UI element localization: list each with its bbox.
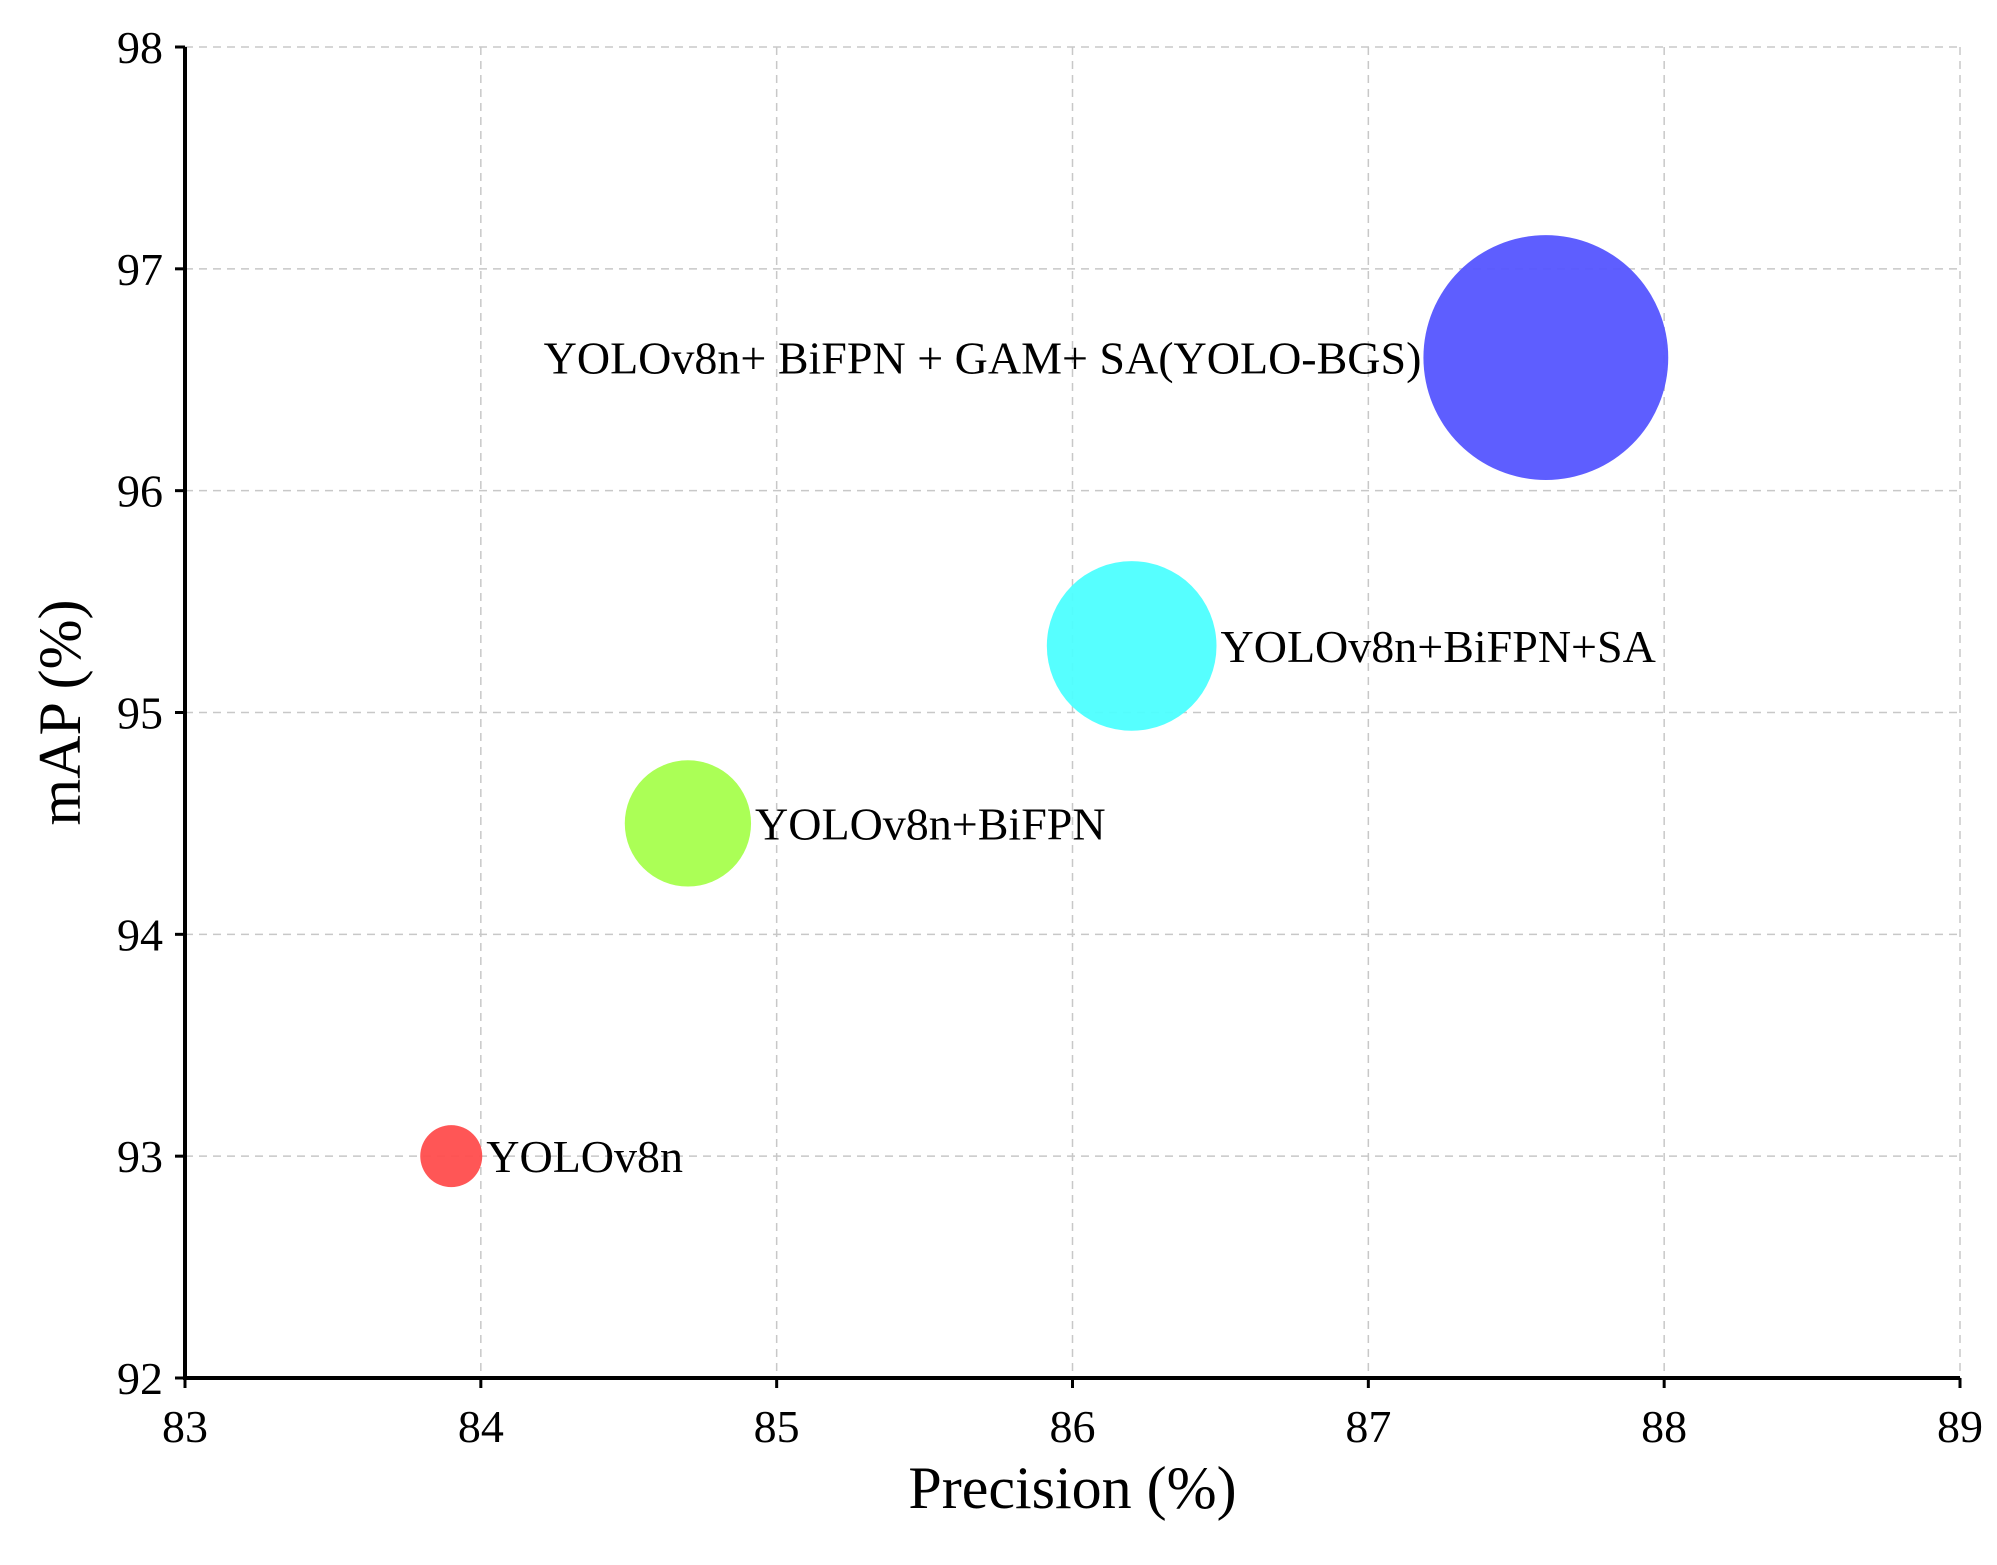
y-tick-label: 94	[117, 909, 163, 960]
x-tick-label: 87	[1345, 1401, 1391, 1452]
labels: 83 84 85 86 87 88 89 92 93 94 95 96 97 98 YOLOv8n YOLOv…	[117, 22, 1983, 1452]
y-axis-title: mAP (%)	[27, 599, 93, 825]
data-label: YOLOv8n+BiFPN+SA	[1221, 621, 1656, 672]
y-tick-label: 93	[117, 1131, 163, 1182]
bubble-point	[420, 1125, 483, 1188]
x-tick-label: 85	[754, 1401, 800, 1452]
x-tick-label: 86	[1050, 1401, 1096, 1452]
data-label: YOLOv8n	[486, 1131, 683, 1182]
x-tick-label: 89	[1937, 1401, 1983, 1452]
data-label: YOLOv8n+BiFPN	[755, 798, 1106, 849]
data-label: YOLOv8n+ BiFPN + GAM+ SA(YOLO-BGS)	[544, 333, 1422, 384]
bubble-point	[624, 760, 752, 887]
bubbles	[420, 235, 1669, 1188]
bubble-point	[1046, 561, 1217, 731]
y-tick-label: 96	[117, 466, 163, 517]
y-tick-label: 95	[117, 688, 163, 739]
y-tick-label: 98	[117, 22, 163, 73]
axes	[175, 45, 1962, 1388]
x-axis-title: Precision (%)	[908, 1455, 1236, 1521]
y-tick-label: 92	[117, 1353, 163, 1404]
y-tick-label: 97	[117, 244, 163, 295]
x-tick-label: 83	[162, 1401, 208, 1452]
x-tick-label: 88	[1641, 1401, 1687, 1452]
x-tick-label: 84	[458, 1401, 504, 1452]
bubble-point	[1423, 235, 1669, 480]
